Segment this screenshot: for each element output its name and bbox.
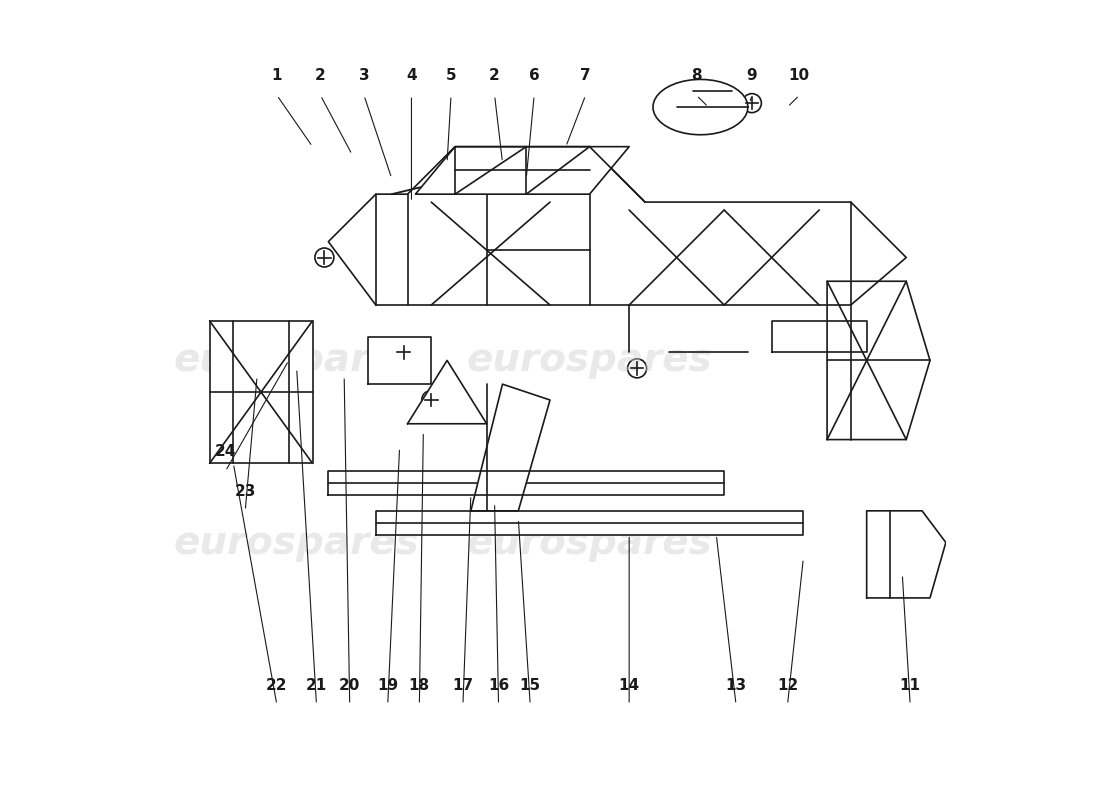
Text: 13: 13 (726, 678, 747, 693)
Polygon shape (772, 321, 867, 353)
Text: 24: 24 (214, 444, 236, 459)
Polygon shape (376, 511, 803, 534)
Polygon shape (328, 146, 906, 305)
Text: 11: 11 (900, 678, 921, 693)
Text: 6: 6 (529, 68, 539, 83)
Text: eurospares: eurospares (466, 523, 713, 562)
Text: 14: 14 (618, 678, 640, 693)
Text: eurospares: eurospares (174, 342, 419, 379)
Text: 2: 2 (490, 68, 500, 83)
Polygon shape (407, 361, 486, 424)
Polygon shape (827, 282, 930, 439)
Text: 23: 23 (234, 484, 256, 499)
Text: 5: 5 (446, 68, 456, 83)
Polygon shape (653, 79, 748, 134)
Text: 18: 18 (409, 678, 430, 693)
Polygon shape (210, 321, 312, 463)
Polygon shape (471, 384, 550, 511)
Text: 2: 2 (315, 68, 326, 83)
Polygon shape (416, 146, 629, 194)
Text: 17: 17 (452, 678, 473, 693)
Text: 22: 22 (266, 678, 287, 693)
Text: 15: 15 (519, 678, 541, 693)
Text: 8: 8 (691, 68, 702, 83)
Text: 20: 20 (339, 678, 361, 693)
Text: 9: 9 (747, 68, 757, 83)
Text: 16: 16 (488, 678, 509, 693)
Text: eurospares: eurospares (174, 523, 419, 562)
Text: 4: 4 (406, 68, 417, 83)
Text: 10: 10 (789, 68, 810, 83)
Text: 7: 7 (581, 68, 591, 83)
Polygon shape (367, 337, 431, 384)
Polygon shape (867, 511, 946, 598)
Text: 21: 21 (306, 678, 327, 693)
Text: 3: 3 (359, 68, 370, 83)
Text: 1: 1 (272, 68, 282, 83)
Text: 12: 12 (777, 678, 799, 693)
Text: eurospares: eurospares (466, 342, 713, 379)
Polygon shape (328, 471, 724, 495)
Text: 19: 19 (377, 678, 398, 693)
